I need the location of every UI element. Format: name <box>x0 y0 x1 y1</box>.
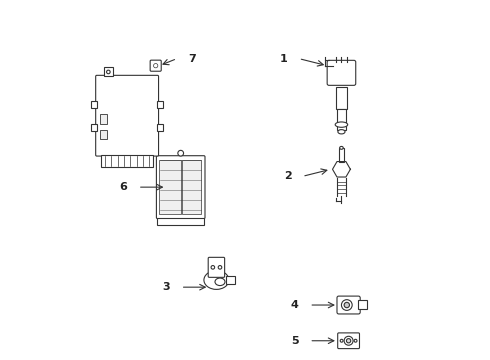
FancyBboxPatch shape <box>150 60 161 71</box>
Text: 6: 6 <box>119 182 127 192</box>
Circle shape <box>211 266 215 269</box>
Bar <box>100 114 107 123</box>
Text: 5: 5 <box>291 336 298 346</box>
Bar <box>101 155 153 167</box>
Bar <box>226 275 235 284</box>
Circle shape <box>178 150 184 156</box>
Ellipse shape <box>344 302 349 308</box>
Bar <box>339 148 344 162</box>
Bar <box>157 217 204 225</box>
Bar <box>182 160 201 214</box>
FancyBboxPatch shape <box>208 257 224 277</box>
Ellipse shape <box>335 122 348 127</box>
Bar <box>159 160 181 214</box>
Text: 3: 3 <box>162 282 170 292</box>
FancyBboxPatch shape <box>337 296 360 314</box>
Text: 4: 4 <box>291 300 298 310</box>
Text: 1: 1 <box>280 54 288 64</box>
FancyBboxPatch shape <box>96 75 159 156</box>
Bar <box>92 124 97 131</box>
Bar <box>157 101 163 108</box>
Ellipse shape <box>215 278 225 285</box>
Bar <box>100 130 107 139</box>
Ellipse shape <box>340 147 343 149</box>
Circle shape <box>218 266 222 269</box>
Ellipse shape <box>204 271 229 289</box>
Bar <box>337 109 346 130</box>
FancyBboxPatch shape <box>327 60 356 85</box>
FancyBboxPatch shape <box>156 156 205 219</box>
Text: 7: 7 <box>188 54 196 64</box>
Bar <box>92 101 97 108</box>
Ellipse shape <box>344 336 353 345</box>
Circle shape <box>340 339 343 342</box>
Bar <box>358 300 368 309</box>
Circle shape <box>153 64 158 68</box>
Bar <box>336 87 347 109</box>
Text: 2: 2 <box>284 171 292 181</box>
Ellipse shape <box>338 130 345 134</box>
FancyBboxPatch shape <box>338 333 360 348</box>
Bar <box>157 124 163 131</box>
Ellipse shape <box>346 339 351 343</box>
Circle shape <box>107 70 110 74</box>
Circle shape <box>354 339 357 342</box>
Ellipse shape <box>342 300 352 310</box>
Bar <box>104 67 113 76</box>
